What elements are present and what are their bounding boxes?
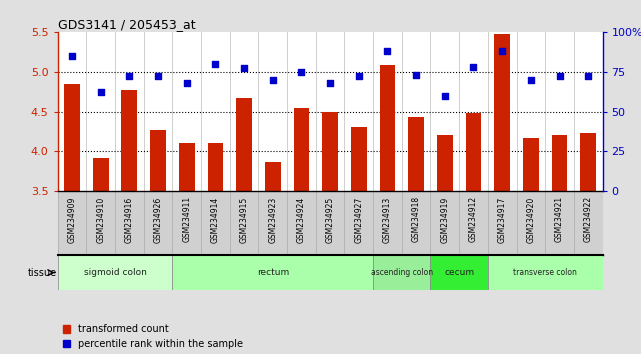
Bar: [93, 158, 108, 191]
Bar: [122, 90, 137, 191]
Point: [153, 74, 163, 79]
Bar: [351, 127, 367, 191]
Text: GSM234926: GSM234926: [154, 196, 163, 242]
Bar: [179, 143, 195, 191]
Point: [382, 48, 392, 54]
Text: GSM234912: GSM234912: [469, 196, 478, 242]
Point: [210, 61, 221, 67]
Text: GSM234927: GSM234927: [354, 196, 363, 242]
Point: [268, 77, 278, 82]
Text: transverse colon: transverse colon: [513, 268, 577, 277]
Text: GSM234911: GSM234911: [182, 196, 191, 242]
Point: [239, 66, 249, 72]
Bar: [431, 255, 488, 290]
Bar: [236, 98, 252, 191]
Bar: [494, 34, 510, 191]
Legend: transformed count, percentile rank within the sample: transformed count, percentile rank withi…: [63, 324, 243, 349]
Text: GSM234916: GSM234916: [125, 196, 134, 242]
Point: [526, 77, 536, 82]
Text: GSM234913: GSM234913: [383, 196, 392, 242]
Point: [67, 53, 77, 58]
Point: [124, 74, 135, 79]
Text: rectum: rectum: [256, 268, 289, 277]
Bar: [552, 135, 567, 191]
Text: GSM234915: GSM234915: [240, 196, 249, 242]
Text: cecum: cecum: [444, 268, 474, 277]
Text: GSM234920: GSM234920: [526, 196, 535, 242]
Bar: [64, 85, 80, 191]
Text: GSM234923: GSM234923: [269, 196, 278, 242]
Bar: [465, 113, 481, 191]
Bar: [150, 130, 166, 191]
Text: GSM234925: GSM234925: [326, 196, 335, 242]
Point: [181, 80, 192, 86]
Point: [354, 74, 364, 79]
Point: [325, 80, 335, 86]
Bar: [294, 108, 310, 191]
Bar: [437, 135, 453, 191]
Point: [296, 69, 306, 75]
Text: GDS3141 / 205453_at: GDS3141 / 205453_at: [58, 18, 196, 31]
Bar: [373, 255, 431, 290]
Point: [411, 72, 421, 78]
Text: GSM234924: GSM234924: [297, 196, 306, 242]
Text: GSM234914: GSM234914: [211, 196, 220, 242]
Text: GSM234921: GSM234921: [555, 196, 564, 242]
Point: [554, 74, 565, 79]
Bar: [408, 117, 424, 191]
Bar: [208, 143, 223, 191]
Text: ascending colon: ascending colon: [370, 268, 433, 277]
Point: [96, 90, 106, 95]
Text: tissue: tissue: [28, 268, 57, 278]
Text: GSM234910: GSM234910: [96, 196, 105, 242]
Text: sigmoid colon: sigmoid colon: [83, 268, 147, 277]
Text: GSM234922: GSM234922: [584, 196, 593, 242]
Bar: [580, 133, 596, 191]
Bar: [322, 112, 338, 191]
Bar: [172, 255, 373, 290]
Text: GSM234917: GSM234917: [497, 196, 506, 242]
Bar: [488, 255, 603, 290]
Point: [583, 74, 594, 79]
Bar: [379, 65, 395, 191]
Text: GSM234918: GSM234918: [412, 196, 420, 242]
Bar: [523, 138, 538, 191]
Bar: [265, 162, 281, 191]
Text: GSM234909: GSM234909: [67, 196, 76, 242]
Point: [497, 48, 507, 54]
Text: GSM234919: GSM234919: [440, 196, 449, 242]
Bar: [58, 255, 172, 290]
Point: [440, 93, 450, 98]
Point: [469, 64, 479, 70]
